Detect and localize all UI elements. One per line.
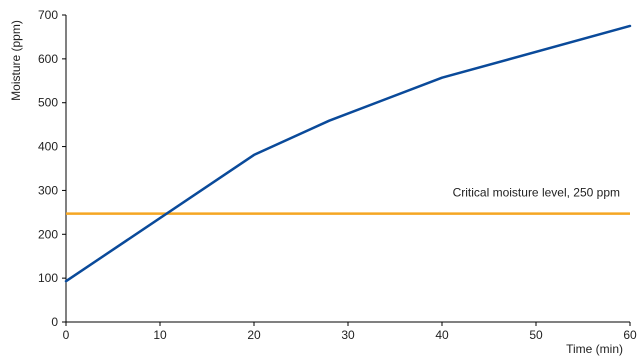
x-tick-label: 10 <box>153 328 167 342</box>
y-tick-label: 700 <box>38 8 58 22</box>
y-tick-label: 200 <box>38 227 58 241</box>
x-axis-title: Time (min) <box>566 342 623 356</box>
y-axis-title: Moisture (ppm) <box>9 20 23 101</box>
x-tick-label: 0 <box>63 328 70 342</box>
y-tick-label: 0 <box>51 315 58 329</box>
series-layer <box>64 24 632 283</box>
y-ticks: 0 100 200 300 400 500 600 700 <box>38 8 66 329</box>
y-tick-label: 500 <box>38 96 58 110</box>
x-tick-label: 50 <box>529 328 543 342</box>
y-tick-label: 100 <box>38 271 58 285</box>
y-tick-label: 300 <box>38 183 58 197</box>
y-tick-label: 600 <box>38 52 58 66</box>
series-line-0 <box>64 24 632 283</box>
x-tick-label: 40 <box>435 328 449 342</box>
axes <box>65 15 630 323</box>
x-tick-label: 20 <box>247 328 261 342</box>
x-tick-label: 60 <box>623 328 637 342</box>
critical-level-label: Critical moisture level, 250 ppm <box>453 186 620 200</box>
x-tick-label: 30 <box>341 328 355 342</box>
x-ticks: 0 10 20 30 40 50 60 <box>63 322 637 342</box>
y-tick-label: 400 <box>38 140 58 154</box>
